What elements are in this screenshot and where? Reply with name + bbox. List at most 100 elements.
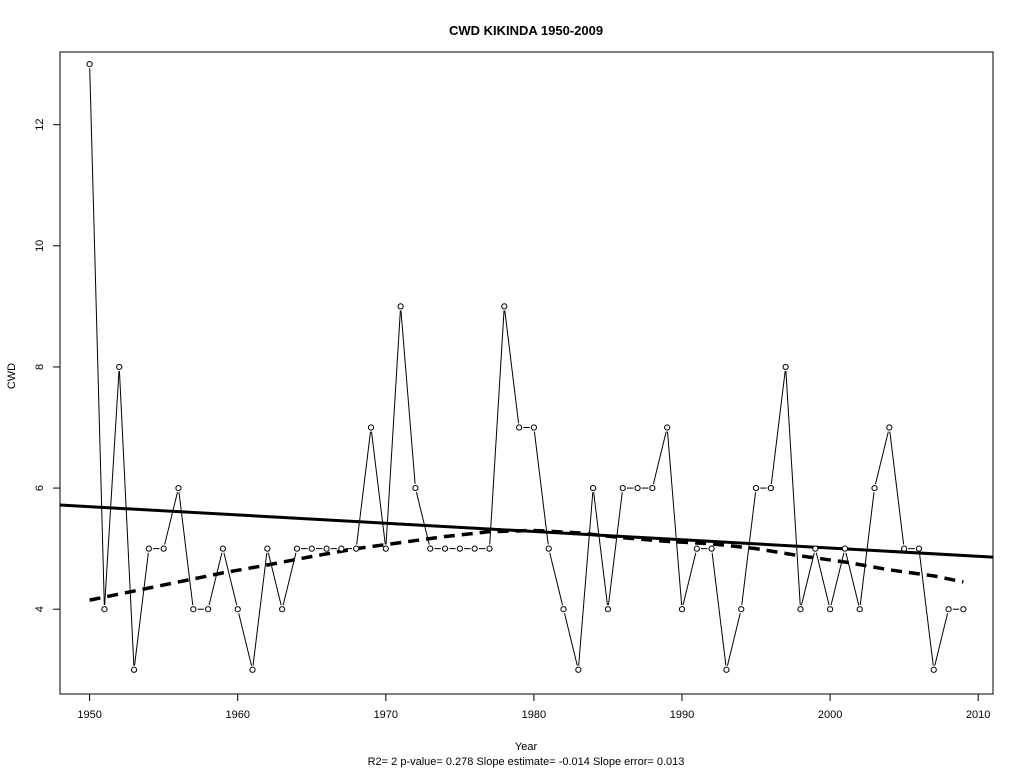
y-tick-label: 10 xyxy=(34,240,46,252)
series-segment xyxy=(578,492,594,666)
series-segment xyxy=(371,431,386,545)
data-point xyxy=(175,484,182,492)
x-tick-label: 1950 xyxy=(77,709,101,721)
series-segment xyxy=(267,552,282,606)
data-point xyxy=(471,545,478,552)
series-segment xyxy=(178,492,194,606)
data-point xyxy=(693,545,700,552)
x-tick-label: 2010 xyxy=(966,709,990,721)
data-point xyxy=(427,545,434,552)
series-segment xyxy=(830,552,845,606)
data-point xyxy=(249,666,256,673)
series-segment xyxy=(356,431,371,545)
data-point xyxy=(397,303,404,310)
series-segment xyxy=(593,492,608,606)
data-point xyxy=(160,545,167,552)
data-point xyxy=(382,545,389,552)
data-point xyxy=(738,606,745,613)
series-segment xyxy=(549,552,564,606)
data-point xyxy=(708,545,715,552)
y-axis: 4 6 8 10 12 xyxy=(34,119,60,612)
data-point xyxy=(279,606,286,613)
data-point xyxy=(190,606,197,613)
data-point xyxy=(886,424,893,431)
data-point xyxy=(308,545,315,552)
data-point xyxy=(841,545,849,552)
data-point xyxy=(219,545,227,552)
x-tick-label: 1980 xyxy=(522,709,546,721)
x-tick-label: 1960 xyxy=(225,709,249,721)
data-point xyxy=(856,606,863,613)
series-segment xyxy=(134,552,149,666)
series-segment xyxy=(815,552,830,606)
series-cwd xyxy=(86,61,967,673)
series-segment xyxy=(741,492,757,606)
data-point xyxy=(871,484,878,492)
data-point xyxy=(901,545,908,552)
data-point xyxy=(545,545,552,552)
series-segment xyxy=(564,613,578,666)
data-point xyxy=(634,484,641,492)
data-point xyxy=(293,545,301,552)
data-point xyxy=(723,666,730,673)
series-segment xyxy=(845,552,860,606)
data-point xyxy=(264,545,271,552)
data-point xyxy=(501,303,508,310)
data-point xyxy=(412,484,419,492)
data-point xyxy=(486,545,493,552)
data-point xyxy=(826,606,834,613)
series-segment xyxy=(800,552,815,606)
x-tick-label: 1990 xyxy=(670,709,694,721)
series-segment xyxy=(682,552,697,606)
series-segment xyxy=(208,552,223,606)
data-point xyxy=(367,424,375,431)
data-point xyxy=(575,666,582,673)
plot-frame xyxy=(59,51,994,695)
data-point xyxy=(945,606,952,613)
data-point xyxy=(456,545,463,552)
series-segment xyxy=(400,310,416,484)
data-point xyxy=(664,424,671,431)
chart-title: CWD KIKINDA 1950-2009 xyxy=(449,23,603,38)
series-segment xyxy=(238,613,253,666)
series-segment xyxy=(726,613,741,666)
x-axis-label: Year xyxy=(515,741,538,753)
data-point xyxy=(86,61,93,68)
trend-line-dashed xyxy=(89,528,964,602)
data-point xyxy=(797,606,804,613)
data-point xyxy=(960,606,967,613)
series-segment xyxy=(489,310,505,545)
y-tick-label: 6 xyxy=(34,485,46,491)
data-point xyxy=(323,545,330,552)
series-segment xyxy=(770,371,786,484)
data-point xyxy=(678,606,686,613)
data-point xyxy=(590,484,597,492)
y-tick-label: 12 xyxy=(34,119,46,131)
data-point xyxy=(604,606,612,613)
y-axis-label: CWD xyxy=(6,363,18,389)
series-segment xyxy=(875,431,889,485)
data-point xyxy=(353,545,360,552)
data-point xyxy=(145,545,152,552)
series-segment xyxy=(711,552,727,666)
series-segment xyxy=(652,431,667,485)
y-tick-label: 4 xyxy=(34,606,46,612)
series-segment xyxy=(164,492,178,545)
stats-subtitle: R2= 2 p-value= 0.278 Slope estimate= -0.… xyxy=(368,756,685,768)
data-point xyxy=(515,424,523,431)
trend-dashed-path xyxy=(89,528,964,602)
series-segment xyxy=(889,431,905,545)
data-point xyxy=(619,484,626,492)
series-segment xyxy=(104,371,120,606)
data-point xyxy=(752,484,760,492)
series-segment xyxy=(89,68,105,606)
x-tick-label: 2000 xyxy=(818,709,842,721)
series-segment xyxy=(282,552,297,606)
series-segment xyxy=(223,552,238,606)
data-point xyxy=(130,666,138,673)
data-point xyxy=(530,424,538,431)
data-point xyxy=(441,545,449,552)
data-point xyxy=(204,606,212,613)
series-segment xyxy=(415,492,430,545)
